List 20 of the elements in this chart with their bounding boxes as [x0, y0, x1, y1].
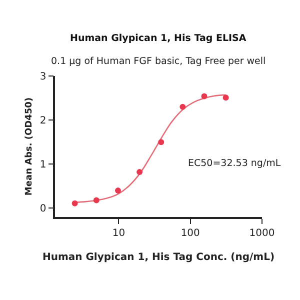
y-tick-label: 3	[40, 72, 46, 82]
point	[180, 104, 186, 110]
y-axis-title: Mean Abs. (OD450)	[24, 97, 35, 196]
y-tick-label: 1	[40, 160, 46, 171]
point	[201, 93, 208, 100]
x-tick-label: 100	[180, 228, 200, 239]
point	[136, 169, 143, 176]
point	[158, 139, 164, 146]
point	[114, 188, 121, 194]
point	[93, 197, 100, 204]
chart-subtitle: 0.1 µg of Human FGF basic, Tag Free per well	[51, 56, 266, 67]
x-axis-title: Human Glypican 1, His Tag Conc. (ng/mL)	[42, 252, 275, 263]
point	[72, 200, 78, 206]
x-tick-label: 10	[112, 228, 126, 239]
x-tick-label: 1000	[249, 228, 275, 239]
chart-title: Human Glypican 1, His Tag ELISA	[70, 33, 247, 44]
y-tick-label: 0	[40, 204, 46, 215]
annotation: EC50=32.53 ng/mL	[188, 158, 282, 169]
y-tick-label: 2	[40, 116, 46, 127]
point	[222, 94, 229, 101]
